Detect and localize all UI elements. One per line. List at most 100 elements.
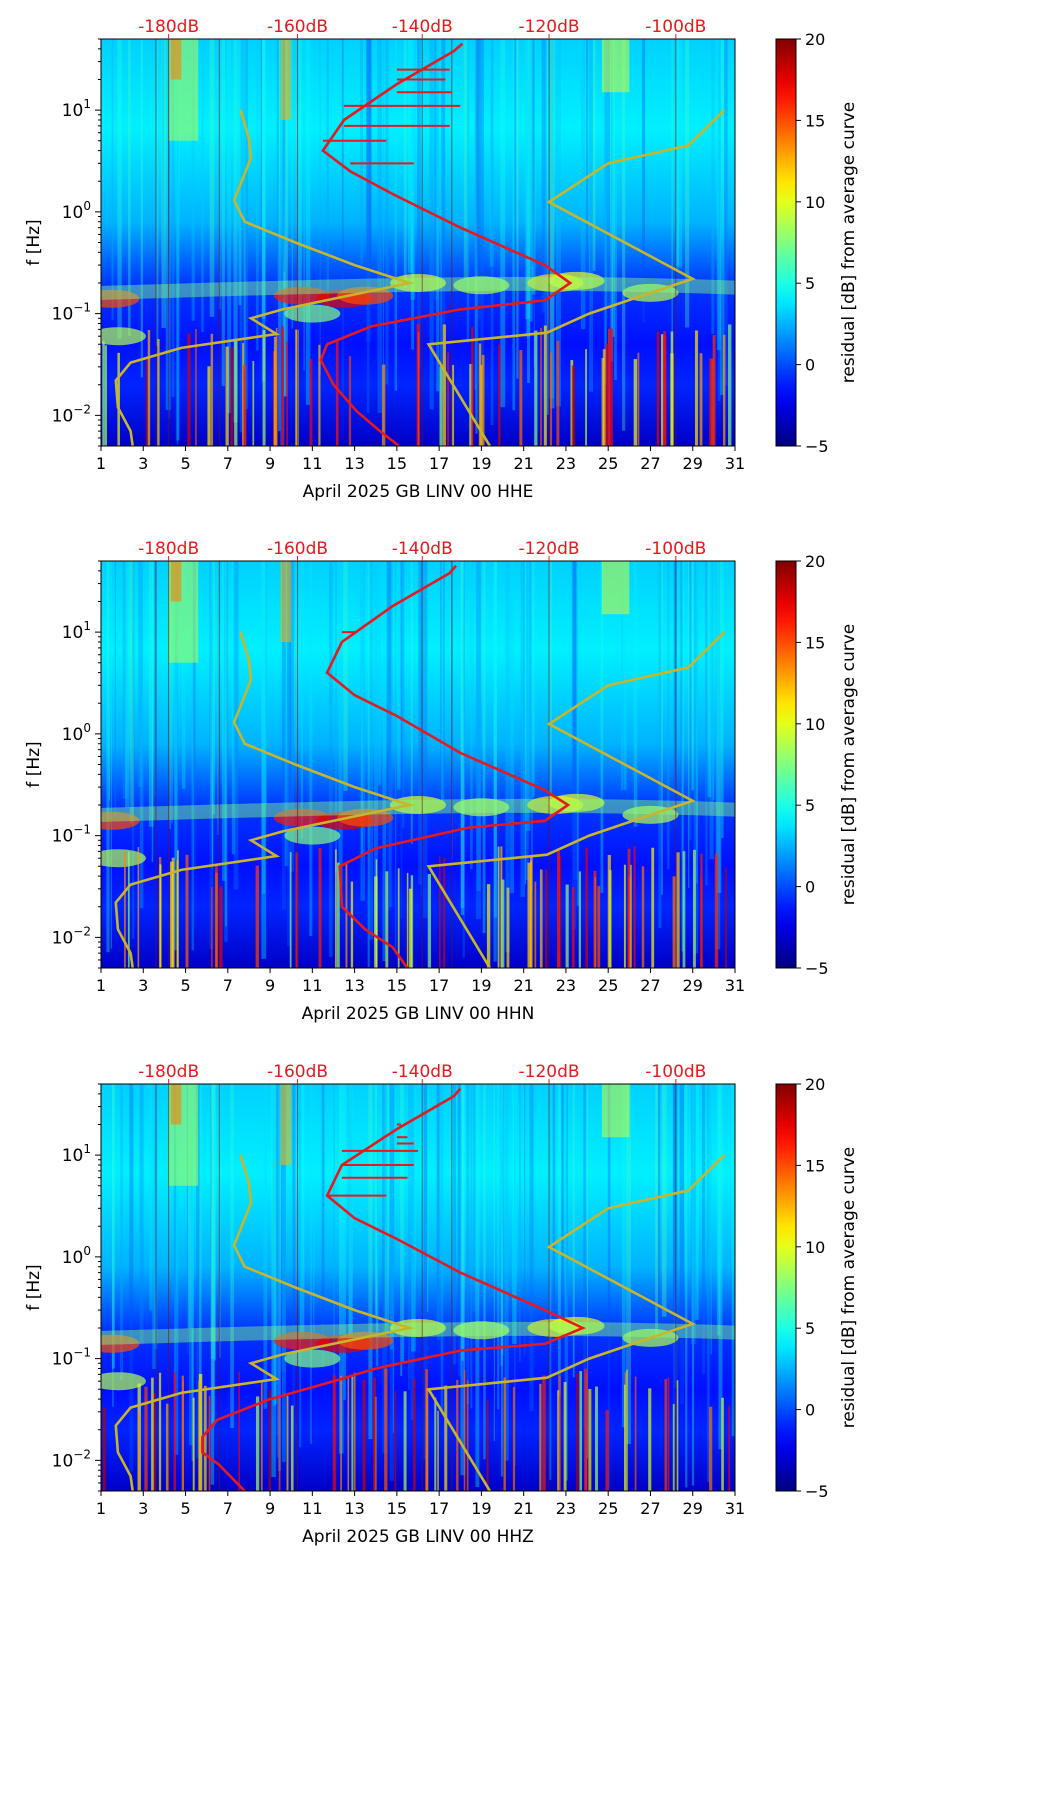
event-spike bbox=[439, 856, 441, 968]
texture-streak bbox=[291, 39, 293, 329]
texture-streak bbox=[600, 561, 604, 893]
event-spike bbox=[230, 346, 234, 446]
x-tick-label: 1 bbox=[96, 454, 106, 473]
microseism-blob bbox=[453, 798, 510, 817]
texture-streak bbox=[282, 39, 285, 340]
event-spike bbox=[501, 879, 505, 968]
event-spike bbox=[182, 1381, 184, 1491]
texture-streak bbox=[705, 561, 708, 886]
texture-streak bbox=[460, 561, 465, 908]
event-spike bbox=[127, 851, 130, 968]
texture-streak bbox=[310, 1084, 312, 1444]
texture-streak bbox=[230, 1084, 234, 1429]
colorbar: 20 15 10 5 0 −5 residual [dB] from average cur… bbox=[775, 30, 859, 456]
texture-streak bbox=[525, 561, 529, 881]
texture-streak bbox=[497, 1084, 500, 1410]
event-spike bbox=[147, 330, 151, 446]
texture-streak bbox=[377, 39, 382, 413]
texture-streak bbox=[555, 39, 561, 407]
texture-streak bbox=[384, 1084, 390, 1333]
event-spike bbox=[545, 869, 548, 968]
x-tick-label: 1 bbox=[96, 1499, 106, 1518]
y-tick-label: 10−1 bbox=[52, 1346, 91, 1370]
db-tick-label: -100dB bbox=[645, 17, 706, 37]
event-spike bbox=[530, 855, 533, 968]
event-spike bbox=[725, 867, 728, 968]
texture-streak bbox=[694, 1084, 699, 1320]
event-spike bbox=[138, 1411, 141, 1491]
event-spike bbox=[102, 341, 105, 446]
event-spike bbox=[585, 847, 588, 968]
texture-streak bbox=[111, 1084, 115, 1369]
db-tick-label: -140dB bbox=[392, 539, 453, 559]
event-spike bbox=[185, 854, 189, 968]
texture-streak bbox=[108, 561, 110, 801]
texture-streak bbox=[281, 561, 287, 910]
texture-streak bbox=[573, 561, 578, 880]
texture-streak bbox=[611, 39, 615, 337]
texture-streak bbox=[685, 39, 690, 328]
x-tick-label: 13 bbox=[344, 454, 364, 473]
event-spike bbox=[187, 333, 191, 446]
texture-streak bbox=[549, 39, 554, 399]
texture-streak bbox=[289, 561, 295, 872]
texture-streak bbox=[489, 39, 494, 267]
texture-streak bbox=[217, 561, 219, 836]
texture-streak bbox=[718, 1084, 723, 1450]
x-tick-label: 25 bbox=[598, 454, 618, 473]
event-spike bbox=[439, 366, 443, 446]
microseism-blob bbox=[273, 808, 330, 827]
event-spike bbox=[584, 1368, 588, 1491]
texture-streak bbox=[309, 561, 313, 937]
texture-streak bbox=[452, 1084, 457, 1365]
texture-streak bbox=[326, 39, 329, 308]
x-axis-label: April 2025 GB LINV 00 HHE bbox=[303, 482, 534, 502]
texture-streak bbox=[473, 1084, 476, 1312]
event-spike bbox=[641, 866, 645, 968]
db-tick-label: -100dB bbox=[645, 1062, 706, 1082]
texture-streak bbox=[281, 1084, 286, 1462]
event-spike bbox=[165, 1403, 169, 1491]
texture-streak bbox=[368, 1084, 373, 1440]
event-spike bbox=[565, 884, 569, 968]
texture-streak bbox=[169, 561, 171, 829]
texture-streak bbox=[662, 1084, 667, 1317]
microseism-blob bbox=[337, 808, 394, 827]
colorbar-tick-label: −5 bbox=[805, 437, 829, 456]
event-spike bbox=[173, 1372, 176, 1491]
event-spike bbox=[262, 329, 266, 446]
colorbar-gradient bbox=[775, 38, 797, 447]
event-spike bbox=[648, 1388, 652, 1491]
microseism-blob bbox=[101, 1334, 140, 1353]
texture-streak bbox=[111, 39, 114, 321]
texture-streak bbox=[592, 39, 596, 271]
texture-streak bbox=[440, 39, 442, 366]
x-tick-label: 27 bbox=[640, 454, 660, 473]
colorbar-gradient bbox=[775, 560, 797, 969]
x-tick-label: 7 bbox=[223, 1499, 233, 1518]
texture-streak bbox=[191, 561, 194, 951]
texture-streak bbox=[610, 39, 614, 362]
event-spike bbox=[397, 868, 400, 968]
texture-streak bbox=[451, 561, 453, 860]
event-spike bbox=[607, 854, 611, 968]
db-tick-label: -100dB bbox=[645, 539, 706, 559]
texture-streak bbox=[673, 561, 677, 827]
texture-streak bbox=[716, 1084, 721, 1336]
event-spike bbox=[318, 344, 321, 446]
texture-streak bbox=[525, 561, 531, 831]
texture-streak bbox=[263, 1084, 268, 1409]
texture-streak bbox=[138, 561, 143, 788]
texture-streak bbox=[691, 561, 694, 791]
texture-streak bbox=[423, 1084, 428, 1460]
x-tick-label: 3 bbox=[138, 1499, 148, 1518]
texture-streak bbox=[375, 1084, 379, 1367]
texture-streak bbox=[334, 561, 338, 874]
texture-streak bbox=[407, 39, 413, 273]
event-spike bbox=[469, 363, 473, 446]
db-tick-label: -120dB bbox=[519, 539, 580, 559]
event-spike bbox=[442, 324, 447, 446]
texture-streak bbox=[219, 39, 221, 310]
